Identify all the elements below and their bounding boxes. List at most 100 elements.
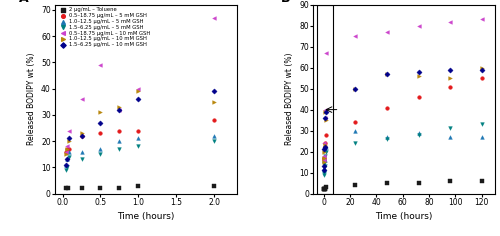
- Point: [320, 156, 328, 160]
- Point: [322, 150, 330, 153]
- Point: [134, 87, 142, 91]
- Point: [63, 147, 71, 151]
- Point: [321, 187, 329, 191]
- Point: [210, 16, 218, 20]
- Point: [134, 144, 142, 148]
- Point: [78, 150, 86, 153]
- Point: [322, 51, 330, 55]
- Point: [320, 173, 328, 177]
- Point: [116, 139, 124, 143]
- Point: [78, 134, 86, 138]
- Point: [116, 186, 124, 190]
- Point: [66, 137, 74, 140]
- Point: [66, 139, 74, 143]
- Point: [321, 187, 329, 191]
- Point: [62, 163, 70, 167]
- Point: [414, 24, 422, 28]
- Point: [320, 160, 328, 164]
- Point: [446, 20, 454, 23]
- Point: [352, 87, 360, 91]
- Point: [116, 108, 124, 111]
- Point: [96, 131, 104, 135]
- Point: [134, 129, 142, 132]
- Point: [64, 147, 72, 151]
- Point: [96, 121, 104, 125]
- Point: [116, 108, 124, 111]
- Point: [321, 154, 329, 158]
- Point: [62, 168, 70, 172]
- Point: [352, 87, 360, 91]
- Point: [414, 131, 422, 135]
- Point: [446, 76, 454, 80]
- Point: [320, 171, 328, 174]
- Point: [446, 126, 454, 130]
- Point: [62, 150, 70, 153]
- Point: [320, 187, 328, 191]
- Point: [414, 70, 422, 74]
- Point: [320, 164, 328, 168]
- Point: [210, 139, 218, 143]
- X-axis label: Time (hours): Time (hours): [117, 212, 174, 221]
- Point: [320, 162, 328, 166]
- Point: [478, 68, 486, 72]
- Point: [66, 129, 74, 132]
- Point: [383, 30, 391, 34]
- Point: [210, 89, 218, 93]
- Point: [116, 105, 124, 109]
- Point: [322, 118, 330, 122]
- Point: [352, 183, 360, 187]
- Point: [321, 108, 329, 111]
- Point: [116, 129, 124, 132]
- Point: [383, 72, 391, 76]
- Point: [478, 122, 486, 126]
- Point: [63, 158, 71, 161]
- Point: [134, 97, 142, 101]
- Point: [116, 147, 124, 151]
- Point: [320, 187, 328, 191]
- Point: [63, 144, 71, 148]
- Bar: [317, 5, 333, 194]
- Text: A: A: [18, 0, 28, 5]
- Point: [321, 148, 329, 151]
- Point: [414, 133, 422, 137]
- Point: [383, 135, 391, 139]
- Point: [321, 164, 329, 168]
- Point: [320, 158, 328, 162]
- Point: [96, 110, 104, 114]
- Point: [414, 74, 422, 78]
- Point: [96, 63, 104, 67]
- Point: [134, 137, 142, 140]
- Point: [383, 181, 391, 185]
- Point: [78, 131, 86, 135]
- Point: [478, 76, 486, 80]
- Point: [321, 145, 329, 149]
- Point: [78, 97, 86, 101]
- Point: [62, 152, 70, 156]
- Point: [62, 163, 70, 167]
- Point: [134, 89, 142, 93]
- Point: [414, 95, 422, 99]
- Point: [320, 169, 328, 172]
- Point: [96, 147, 104, 151]
- Y-axis label: Released BODIPY wt (%): Released BODIPY wt (%): [284, 53, 294, 145]
- Point: [210, 100, 218, 104]
- Point: [210, 118, 218, 122]
- Point: [478, 135, 486, 139]
- Point: [210, 134, 218, 138]
- Point: [320, 156, 328, 160]
- Legend: 2 μg/mL – Toluene, 0.5–18.75 μg/mL – 5 mM GSH, 1.0–12.5 μg/mL – 5 mM GSH, 1.5–6.: 2 μg/mL – Toluene, 0.5–18.75 μg/mL – 5 m…: [58, 7, 150, 47]
- Point: [78, 134, 86, 138]
- Point: [322, 110, 330, 114]
- Point: [352, 141, 360, 145]
- Point: [64, 186, 72, 190]
- Point: [321, 116, 329, 120]
- Y-axis label: Released BODIPY wt (%): Released BODIPY wt (%): [26, 53, 36, 145]
- Point: [321, 158, 329, 162]
- Point: [446, 68, 454, 72]
- Point: [383, 106, 391, 110]
- Point: [352, 34, 360, 38]
- Point: [321, 116, 329, 120]
- Point: [96, 186, 104, 190]
- Point: [321, 110, 329, 114]
- Point: [320, 154, 328, 158]
